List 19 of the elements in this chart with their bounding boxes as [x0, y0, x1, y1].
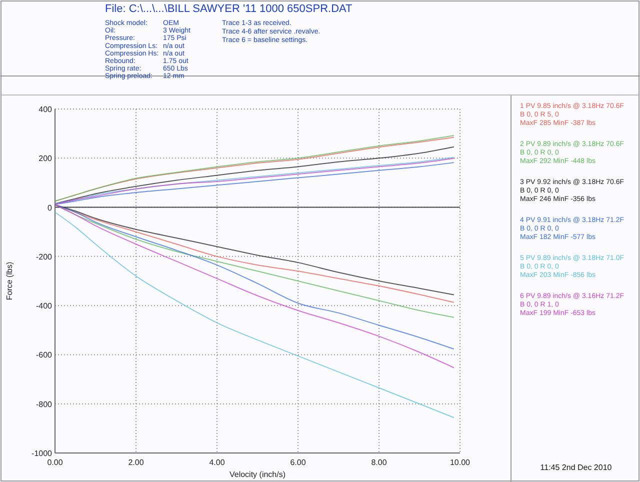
y-tick-label: 0 [48, 203, 53, 212]
x-tick-label: 0.00 [47, 458, 64, 467]
y-tick-label: 200 [38, 154, 53, 164]
line-series [54, 212, 454, 418]
y-tick-label: -1000 [32, 449, 53, 458]
x-tick-label: 6.00 [290, 458, 306, 467]
y-tick-label: -600 [36, 350, 53, 360]
x-axis-title: Velocity (inch/s) [229, 470, 286, 479]
y-tick-label: -400 [36, 302, 53, 311]
y-tick-label: 400 [38, 105, 53, 114]
y-axis-title: Force (lbs) [5, 262, 14, 300]
x-tick-label: 4.00 [209, 458, 226, 467]
x-tick-label: 2.00 [128, 458, 144, 467]
x-tick-label: 8.00 [371, 458, 388, 467]
x-tick-label: 10.00 [450, 458, 471, 467]
y-tick-label: -800 [36, 400, 53, 409]
chart-title: File: C:\...\...\BILL SAWYER '11 1000 650SPR.DAT [105, 3, 353, 15]
y-tick-label: -200 [36, 252, 53, 262]
text: 11:45 2nd Dec 2010 [540, 463, 612, 472]
